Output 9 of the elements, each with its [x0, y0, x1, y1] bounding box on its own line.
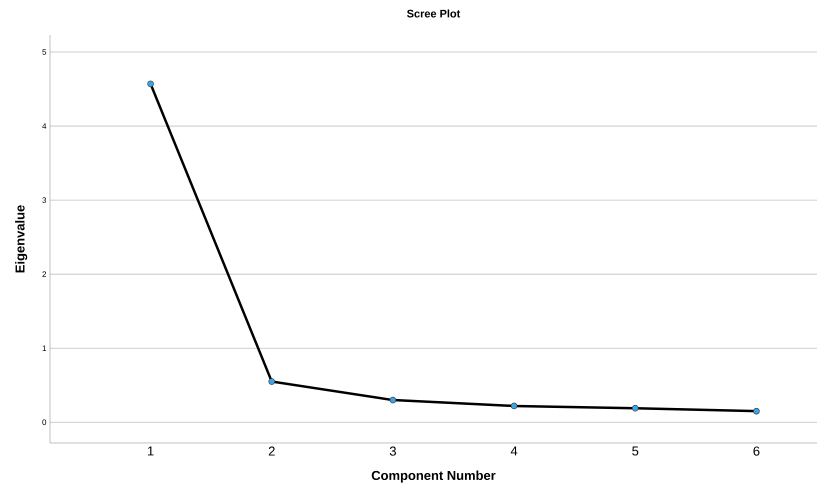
x-tick-label: 2	[268, 446, 275, 456]
chart-title: Scree Plot	[407, 9, 460, 18]
x-axis-title: Component Number	[372, 470, 496, 483]
y-axis-title: Eigenvalue	[15, 205, 28, 272]
x-tick-label: 3	[390, 446, 396, 456]
x-tick-label: 1	[148, 446, 154, 456]
x-tick-label: 6	[753, 446, 760, 456]
x-tick-label: 5	[632, 446, 638, 456]
x-tick-label: 4	[510, 446, 518, 456]
